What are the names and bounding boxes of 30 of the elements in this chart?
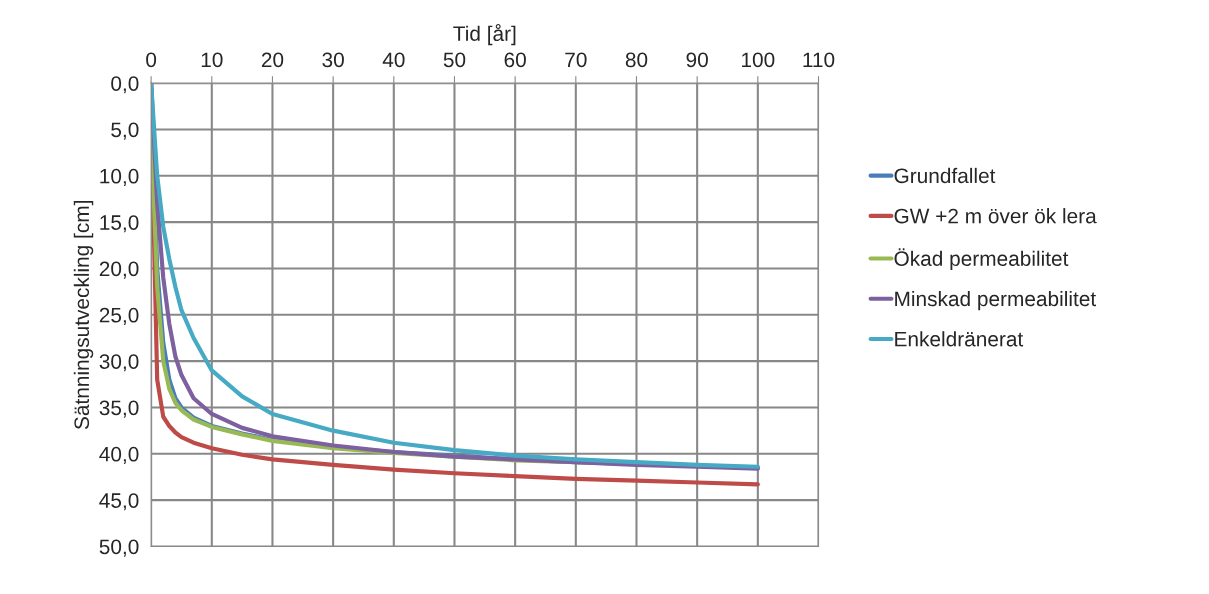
- legend-label: Ökad permeabilitet: [894, 248, 1069, 271]
- x-tick-label: 50: [443, 52, 466, 68]
- y-tick-label: 50,0: [99, 539, 139, 557]
- legend-label: GW +2 m över ök lera: [894, 208, 1097, 224]
- x-tick-label: 20: [261, 52, 284, 68]
- y-tick-label: 45,0: [99, 493, 139, 511]
- x-tick-label: 110: [803, 52, 835, 68]
- x-tick-label: 70: [565, 52, 587, 68]
- y-tick-label: 20,0: [99, 261, 139, 279]
- x-tick-label: 10: [201, 52, 223, 68]
- x-tick-label: 90: [686, 52, 708, 68]
- y-axis-title: Sätnningsutveckling [cm]: [73, 201, 94, 430]
- x-tick-label: 40: [382, 52, 405, 68]
- x-tick-label: 100: [742, 52, 775, 68]
- legend-label: Minskad permeabilitet: [895, 290, 1097, 311]
- y-tick-label: 0,0: [111, 76, 139, 94]
- x-tick-label: 60: [504, 52, 526, 68]
- x-tick-label: 30: [322, 52, 344, 68]
- y-tick-label: 40,0: [99, 446, 139, 465]
- x-axis-title: Tid [år]: [453, 24, 516, 46]
- y-tick-label: 15,0: [100, 215, 139, 233]
- y-tick-label: 35,0: [99, 400, 139, 418]
- x-tick-label: 0: [146, 52, 157, 68]
- y-tick-label: 25,0: [99, 307, 139, 326]
- legend-label: Grundfallet: [894, 167, 996, 184]
- y-tick-label: 10,0: [100, 168, 139, 187]
- x-tick-label: 80: [625, 52, 648, 68]
- y-tick-label: 5,0: [111, 122, 139, 140]
- legend-label: Enkeldränerat: [895, 331, 1024, 347]
- y-tick-label: 30,0: [99, 354, 139, 372]
